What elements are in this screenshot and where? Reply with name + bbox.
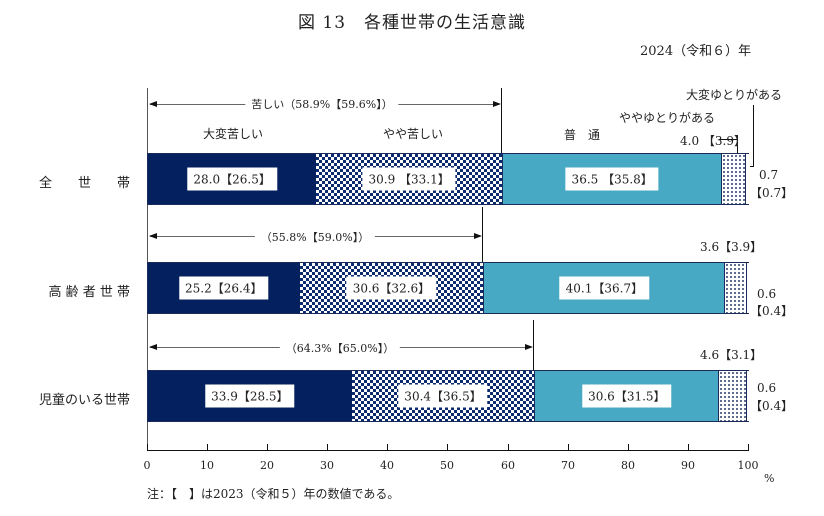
x-axis-line: [147, 450, 749, 451]
value-label: 30.6【32.6】: [346, 276, 437, 300]
arrow-left-icon: [149, 344, 157, 350]
segment-very-hard: 33.9【28.5】: [148, 371, 352, 421]
value-label-seg4-prev: 【0.4】: [750, 304, 794, 318]
x-tick: [267, 444, 268, 450]
bracket-end-line: [501, 88, 502, 153]
x-tick: [508, 444, 509, 450]
bar-households-with-children: 33.9【28.5】 30.4【36.5】 30.6【31.5】: [147, 370, 750, 422]
value-label: 33.9【28.5】: [205, 384, 295, 408]
x-tick: [147, 444, 148, 450]
segment-somewhat-hard: 30.9 【33.1】: [316, 154, 502, 204]
x-tick-label: 10: [200, 459, 214, 472]
segment-somewhat-hard: 30.4【36.5】: [351, 371, 535, 421]
x-tick-label: 30: [320, 459, 334, 472]
segment-normal: 30.6【31.5】: [534, 371, 719, 421]
value-label: 30.6【31.5】: [582, 384, 672, 408]
x-axis-unit: %: [764, 472, 775, 485]
arrow-left-icon: [149, 233, 157, 239]
value-label-seg3: 4.6【3.1】: [700, 348, 763, 362]
value-label: 30.4【36.5】: [398, 384, 488, 408]
segment-very-comfortable: [745, 371, 750, 421]
bracket-end-line: [482, 207, 483, 262]
leader-line-seg3-h: [719, 139, 737, 140]
x-tick-label: 90: [681, 459, 695, 472]
x-tick-label: 80: [621, 459, 635, 472]
value-label: 28.0【26.5】: [187, 167, 277, 191]
x-tick: [628, 444, 629, 450]
x-tick: [568, 444, 569, 450]
row-label-households-with-children: 児童のいる世帯: [38, 393, 130, 408]
value-label: 30.9 【33.1】: [362, 167, 456, 191]
x-tick-label: 60: [501, 459, 515, 472]
value-label-seg3: 3.6【3.9】: [700, 240, 763, 254]
segment-somewhat-comfortable: [721, 154, 746, 204]
arrow-left-icon: [149, 101, 157, 107]
x-tick: [688, 444, 689, 450]
segment-somewhat-hard: 30.6【32.6】: [299, 263, 484, 313]
bar-elderly-households: 25.2【26.4】 30.6【32.6】 40.1【36.7】: [147, 262, 750, 314]
x-tick-label: 0: [143, 459, 151, 472]
bracket-label: （55.8%【59.0%】）: [254, 229, 376, 245]
legend-somewhat-hard: やや苦しい: [383, 127, 444, 141]
value-label-seg4: 0.6: [757, 287, 777, 301]
legend-normal: 普 通: [564, 128, 601, 142]
leader-line-seg4: [753, 105, 754, 167]
arrow-right-icon: [493, 101, 501, 107]
value-label-seg4: 0.7: [759, 168, 779, 182]
segment-very-comfortable: [745, 154, 750, 204]
x-tick: [327, 444, 328, 450]
x-tick: [207, 444, 208, 450]
x-tick-label: 50: [440, 459, 454, 472]
segment-somewhat-comfortable: [718, 371, 746, 421]
arrow-right-icon: [474, 233, 482, 239]
value-label-seg4: 0.6: [757, 381, 777, 395]
x-tick: [748, 444, 749, 450]
legend-somewhat-comfortable: ややゆとりがある: [619, 111, 716, 125]
x-tick-label: 20: [260, 459, 274, 472]
segment-somewhat-comfortable: [724, 263, 746, 313]
row-label-elderly-households: 高 齢 者 世 帯: [48, 285, 130, 300]
segment-very-hard: 28.0【26.5】: [148, 154, 317, 204]
x-tick-label: 70: [561, 459, 575, 472]
arrow-right-icon: [525, 344, 533, 350]
x-tick-label: 100: [737, 459, 759, 472]
bracket-label: 苦しい（58.9%【59.6%】）: [245, 96, 399, 112]
legend-very-comfortable: 大変ゆとりがある: [686, 88, 783, 102]
x-tick: [447, 444, 448, 450]
x-tick-label: 40: [380, 459, 394, 472]
value-label: 25.2【26.4】: [179, 276, 269, 300]
value-label: 36.5 【35.8】: [565, 167, 659, 191]
footnote: 注：【 】は2023（令和５）年の数値である。: [147, 487, 400, 501]
bracket-label: （64.3%【65.0%】）: [279, 340, 401, 356]
bar-all-households: 28.0【26.5】 30.9 【33.1】 36.5 【35.8】: [147, 153, 750, 205]
chart-title: 図 13 各種世帯の生活意識: [297, 13, 527, 33]
legend-very-hard: 大変苦しい: [203, 127, 264, 141]
segment-normal: 40.1【36.7】: [483, 263, 725, 313]
segment-very-comfortable: [746, 263, 750, 313]
value-label-seg4-prev: 【0.7】: [750, 186, 794, 200]
chart-subtitle: 2024（令和６）年: [640, 44, 752, 59]
value-label-seg4-prev: 【0.4】: [750, 399, 794, 413]
segment-very-hard: 25.2【26.4】: [148, 263, 300, 313]
x-tick: [387, 444, 388, 450]
leader-line-seg3: [737, 139, 738, 153]
bracket-end-line: [533, 320, 534, 370]
value-label-seg3: 4.0 【3.9】: [680, 134, 746, 148]
row-label-all-households: 全 世 帯: [38, 176, 130, 191]
segment-normal: 36.5 【35.8】: [502, 154, 722, 204]
leader-line-seg4-h: [749, 166, 754, 167]
value-label: 40.1【36.7】: [559, 276, 650, 300]
